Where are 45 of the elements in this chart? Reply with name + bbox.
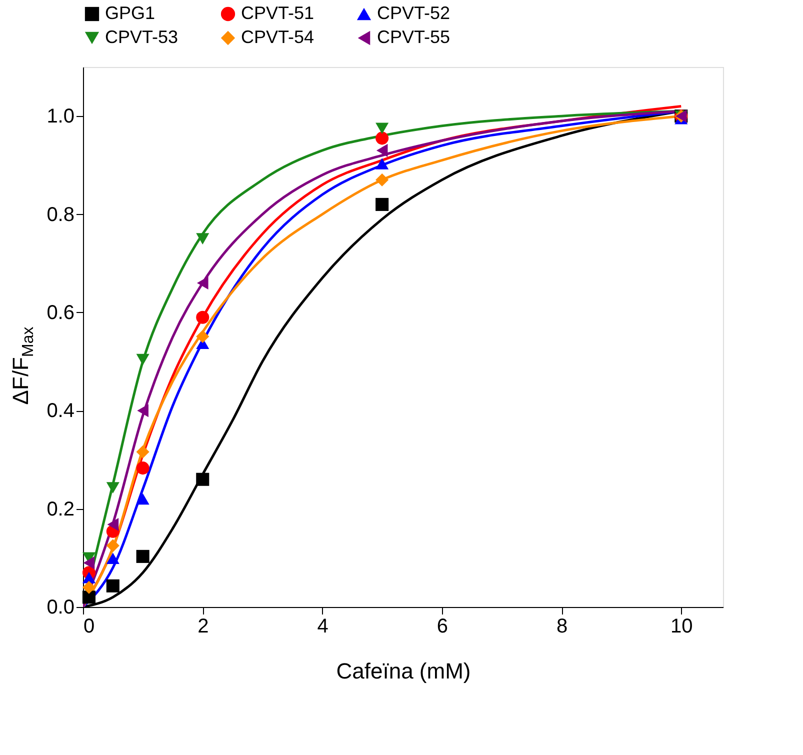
point: [106, 552, 120, 564]
y-tick-label: 0.6: [46, 302, 74, 324]
point: [376, 198, 389, 211]
legend-label: CPVT-51: [241, 3, 314, 23]
point: [137, 404, 148, 418]
point: [196, 472, 210, 486]
point: [107, 518, 119, 532]
point: [82, 580, 96, 594]
point: [376, 122, 389, 134]
legend-label: CPVT-52: [377, 3, 450, 23]
point: [196, 276, 208, 290]
x-tick-label: 6: [436, 616, 448, 638]
point: [106, 482, 120, 494]
y-tick-label: 0.2: [46, 498, 74, 520]
point: [376, 144, 388, 157]
point: [136, 462, 150, 475]
point: [376, 173, 389, 186]
y-axis-title: ΔF/FMax: [8, 326, 37, 405]
legend-label: CPVT-53: [105, 27, 178, 47]
legend-label: GPG1: [105, 3, 156, 23]
point: [83, 556, 95, 570]
x-tick-label: 10: [670, 616, 693, 638]
point: [106, 539, 120, 552]
x-tick-label: 4: [317, 616, 328, 638]
x-tick-label: 2: [198, 616, 209, 638]
y-tick-label: 0.8: [46, 204, 74, 226]
y-tick-label: 1.0: [46, 106, 74, 128]
point: [196, 330, 210, 344]
legend-label: CPVT-55: [377, 27, 450, 47]
point: [136, 354, 150, 366]
point: [82, 572, 96, 584]
y-tick-label: 0.0: [46, 596, 74, 618]
point: [106, 579, 120, 592]
point: [376, 132, 389, 145]
point: [136, 550, 150, 563]
point: [196, 310, 210, 324]
x-axis-title: Cafeïna (mM): [336, 658, 471, 684]
point: [136, 445, 150, 458]
point: [82, 590, 96, 604]
x-tick-label: 0: [84, 616, 95, 638]
point: [196, 233, 210, 244]
point: [376, 158, 389, 170]
y-tick-label: 0.4: [46, 400, 74, 422]
x-tick-label: 8: [556, 616, 568, 638]
legend-label: CPVT-54: [241, 27, 314, 47]
